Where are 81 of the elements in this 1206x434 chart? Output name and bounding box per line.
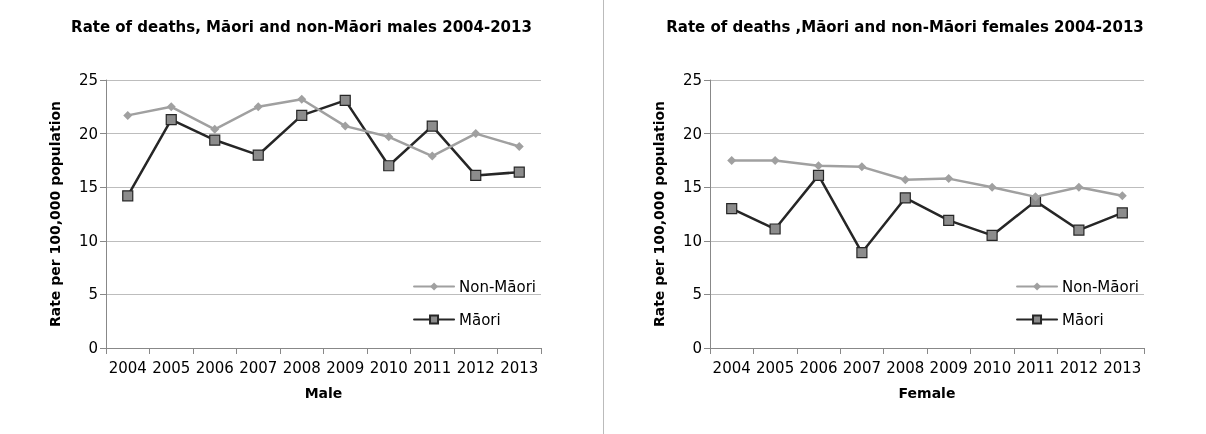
point bbox=[470, 169, 482, 182]
point bbox=[166, 102, 176, 112]
point bbox=[856, 246, 868, 259]
legend-label: Māori bbox=[1062, 310, 1104, 329]
point bbox=[1117, 191, 1127, 201]
point bbox=[123, 110, 133, 120]
legend-label: Māori bbox=[459, 310, 501, 329]
x-tick-label: 2013 bbox=[500, 358, 539, 377]
point bbox=[987, 182, 997, 192]
x-tick-label: 2006 bbox=[195, 358, 234, 377]
y-tick-label: 15 bbox=[78, 178, 98, 197]
point bbox=[513, 166, 525, 178]
point bbox=[165, 114, 177, 126]
point bbox=[427, 151, 437, 161]
point bbox=[471, 129, 481, 139]
point bbox=[514, 141, 524, 151]
x-axis-title: Female bbox=[898, 385, 956, 401]
y-tick-label: 15 bbox=[682, 178, 702, 197]
point bbox=[814, 161, 823, 171]
x-tick-label: 2012 bbox=[456, 358, 495, 377]
point bbox=[986, 229, 998, 242]
point bbox=[1074, 182, 1084, 192]
y-tick-label: 5 bbox=[692, 285, 702, 304]
legend-label: Non-Māori bbox=[459, 277, 537, 296]
y-tick-label: 20 bbox=[682, 124, 702, 143]
point bbox=[426, 120, 438, 132]
y-tick-label: 25 bbox=[78, 71, 98, 89]
x-tick-label: 2010 bbox=[369, 358, 408, 377]
x-tick-label: 2011 bbox=[413, 358, 452, 377]
x-tick-label: 2009 bbox=[326, 358, 365, 377]
y-tick-label: 0 bbox=[692, 339, 702, 357]
point bbox=[384, 132, 394, 142]
point bbox=[296, 109, 308, 121]
y-tick-label: 20 bbox=[78, 124, 98, 143]
point bbox=[900, 175, 910, 185]
point bbox=[252, 149, 264, 161]
chart-title: Rate of deaths, Māori and non-Māori males 2004-2013 bbox=[71, 17, 532, 36]
x-tick-label: 2010 bbox=[973, 358, 1012, 377]
y-tick-label: 10 bbox=[682, 231, 702, 250]
point bbox=[769, 223, 781, 235]
x-tick-label: 2011 bbox=[1016, 358, 1055, 377]
point bbox=[340, 121, 350, 131]
y-tick-label: 25 bbox=[682, 71, 702, 89]
x-tick-label: 2013 bbox=[1103, 358, 1142, 377]
point bbox=[899, 192, 911, 204]
x-tick-label: 2008 bbox=[282, 358, 321, 377]
point bbox=[297, 94, 307, 104]
x-tick-label: 2007 bbox=[239, 358, 278, 377]
point bbox=[253, 102, 263, 112]
point bbox=[339, 94, 351, 106]
point bbox=[944, 174, 954, 184]
point bbox=[383, 160, 395, 172]
point bbox=[857, 162, 867, 172]
legend-label: Non-Māori bbox=[1062, 277, 1140, 296]
x-axis-title: Male bbox=[304, 385, 343, 401]
x-tick-label: 2004 bbox=[108, 358, 147, 377]
x-tick-label: 2007 bbox=[842, 358, 881, 377]
point bbox=[210, 124, 220, 134]
y-tick-label: 0 bbox=[88, 339, 98, 357]
y-tick-label: 10 bbox=[78, 231, 98, 250]
point bbox=[1073, 224, 1085, 236]
point bbox=[1031, 192, 1040, 202]
point bbox=[1116, 207, 1128, 219]
point bbox=[727, 155, 737, 165]
point bbox=[943, 214, 955, 227]
x-tick-label: 2004 bbox=[712, 358, 751, 377]
point bbox=[209, 134, 221, 146]
chart-title: Rate of deaths ,Māori and non-Māori females 2004-2013 bbox=[666, 17, 1144, 36]
y-tick-label: 5 bbox=[88, 285, 98, 304]
x-tick-label: 2008 bbox=[886, 358, 925, 377]
x-tick-label: 2012 bbox=[1059, 358, 1098, 377]
y-axis-title: Rate per 100,000 population bbox=[47, 100, 63, 328]
point bbox=[812, 169, 825, 182]
x-tick-label: 2009 bbox=[929, 358, 968, 377]
point bbox=[726, 203, 738, 215]
x-tick-label: 2006 bbox=[799, 358, 838, 377]
point bbox=[122, 190, 134, 202]
y-axis-title: Rate per 100,000 population bbox=[651, 100, 667, 328]
x-tick-label: 2005 bbox=[152, 358, 191, 377]
point bbox=[770, 155, 780, 165]
x-tick-label: 2005 bbox=[756, 358, 795, 377]
